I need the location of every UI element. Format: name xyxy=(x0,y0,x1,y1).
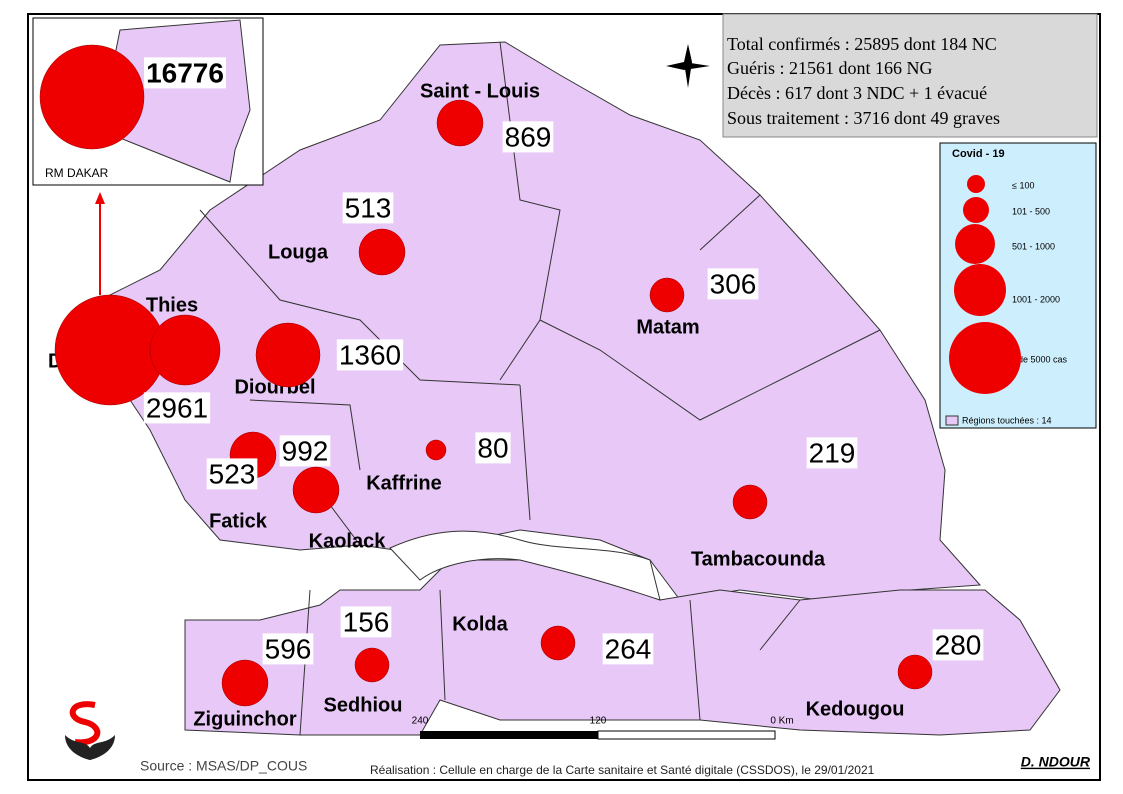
legend-symbol xyxy=(955,224,995,264)
case-circle xyxy=(897,654,933,690)
case-circle xyxy=(292,466,340,514)
case-circle xyxy=(732,484,768,520)
region-name: Tambacounda xyxy=(691,548,826,570)
value-label-bg xyxy=(475,432,511,464)
region-name: Matam xyxy=(636,316,699,338)
value-label-bg xyxy=(262,633,314,665)
value-label-bg xyxy=(502,121,554,153)
region-name: Ziguinchor xyxy=(193,708,297,730)
value-label-bg xyxy=(144,57,226,89)
value-label: 219 xyxy=(809,437,856,468)
scale-label: 0 Km xyxy=(770,716,793,727)
source: Source : MSAS/DP_COUS xyxy=(140,758,307,774)
value-label: 596 xyxy=(265,633,312,664)
value-label-bg xyxy=(336,339,404,371)
inset-label: RM DAKAR xyxy=(45,166,109,180)
region-name: Kaolack xyxy=(309,530,387,552)
case-circle xyxy=(540,625,576,661)
legend-swatch xyxy=(945,415,959,426)
logo xyxy=(65,701,115,760)
value-label: 992 xyxy=(282,435,329,466)
summary-line: Guéris : 21561 dont 166 NG xyxy=(727,58,933,78)
legend-class: 501 - 1000 xyxy=(1012,241,1055,251)
value-label-bg xyxy=(143,392,211,424)
case-circle xyxy=(255,322,321,388)
case-circle xyxy=(149,314,221,386)
case-circle xyxy=(358,228,406,276)
region-name: Kaffrine xyxy=(366,472,442,494)
region-name: Fatick xyxy=(209,510,268,532)
region-name: Kolda xyxy=(452,613,508,635)
value-label: 2961 xyxy=(146,392,208,423)
region-name: Sedhiou xyxy=(324,694,403,716)
value-label-bg xyxy=(342,192,394,224)
value-label: 16776 xyxy=(146,57,224,88)
summary-line: Total confirmés : 25895 dont 184 NC xyxy=(727,34,997,54)
arrow-head xyxy=(95,192,105,204)
value-label: 264 xyxy=(605,633,652,664)
legend-class: Plus de 5000 cas xyxy=(998,354,1068,364)
value-label: 156 xyxy=(343,606,390,637)
legend-symbol xyxy=(967,175,985,193)
region-name: Thies xyxy=(146,294,198,316)
legend-title: Covid - 19 xyxy=(952,148,1005,160)
value-label: 1360 xyxy=(339,339,401,370)
value-label: 869 xyxy=(505,121,552,152)
value-label: 523 xyxy=(209,458,256,489)
scale-bar xyxy=(420,730,776,740)
summary-box xyxy=(722,13,1098,138)
case-circle xyxy=(354,647,390,683)
scale-label: 120 xyxy=(590,716,607,727)
value-label-bg xyxy=(206,458,258,490)
legend-class: 1001 - 2000 xyxy=(1012,294,1060,304)
region-name: Kedougou xyxy=(806,698,905,720)
summary-line: Décès : 617 dont 3 NDC + 1 évacué xyxy=(727,83,987,103)
case-circle xyxy=(425,439,447,461)
scale-label: 240 xyxy=(412,716,429,727)
value-label: 306 xyxy=(710,268,757,299)
value-label-bg xyxy=(340,606,392,638)
region-name: Saint - Louis xyxy=(420,80,540,102)
legend-footer: Régions touchées : 14 xyxy=(962,415,1052,425)
summary-line: Sous traitement : 3716 dont 49 graves xyxy=(727,108,1000,128)
legend-class: ≤ 100 xyxy=(1012,180,1034,190)
case-circle xyxy=(649,277,685,313)
value-label-bg xyxy=(602,633,654,665)
value-label: 513 xyxy=(345,192,392,223)
value-label-bg xyxy=(707,268,759,300)
case-circle xyxy=(221,659,269,707)
legend-symbol xyxy=(954,264,1006,316)
case-circle xyxy=(436,99,484,147)
credit: Réalisation : Cellule en charge de la Ca… xyxy=(370,763,875,777)
legend-symbol xyxy=(963,197,989,223)
compass xyxy=(666,44,710,88)
value-label-bg xyxy=(806,437,858,469)
value-label-bg xyxy=(279,435,331,467)
value-label-bg xyxy=(932,629,984,661)
legend-symbol xyxy=(949,322,1021,394)
inset-case-circle xyxy=(39,44,145,150)
author: D. NDOUR xyxy=(1021,754,1091,770)
value-label: 280 xyxy=(935,629,982,660)
value-label: 80 xyxy=(477,432,508,463)
legend-class: 101 - 500 xyxy=(1012,206,1050,216)
region-name: Louga xyxy=(268,241,329,263)
